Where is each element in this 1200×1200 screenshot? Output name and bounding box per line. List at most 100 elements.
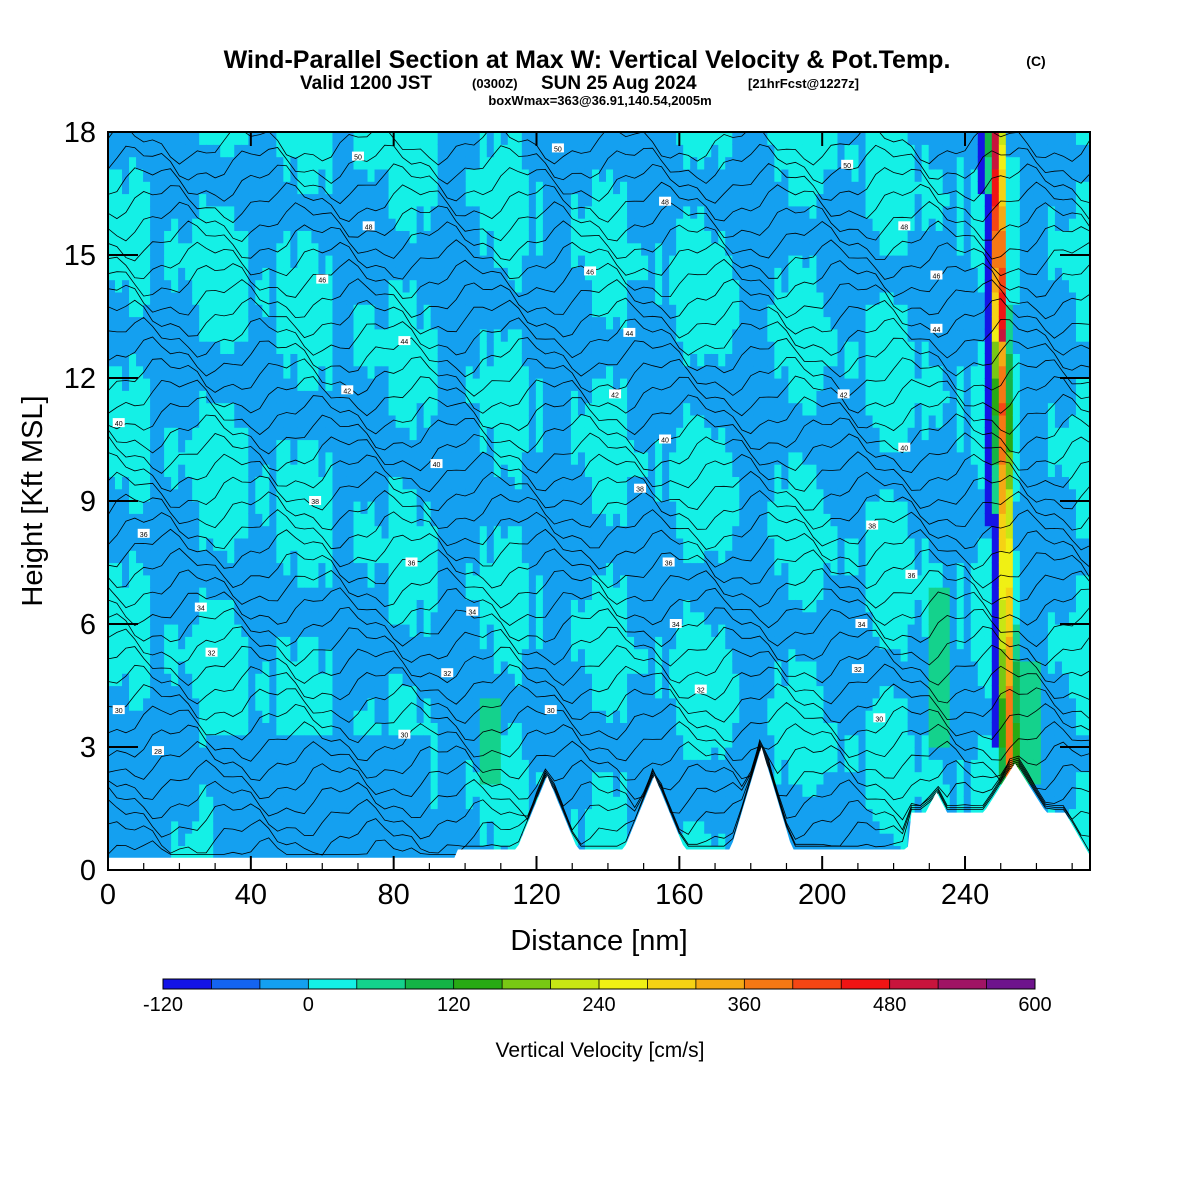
velocity-cell xyxy=(388,451,397,465)
velocity-cell xyxy=(150,611,158,625)
velocity-cell xyxy=(164,722,172,736)
velocity-cell xyxy=(248,783,256,797)
velocity-cell xyxy=(290,562,298,576)
velocity-cell xyxy=(549,316,558,330)
velocity-cell xyxy=(423,132,432,145)
velocity-cell xyxy=(367,537,376,551)
velocity-cell xyxy=(486,439,495,453)
velocity-cell xyxy=(570,353,579,367)
velocity-cell xyxy=(486,390,495,404)
velocity-cell xyxy=(206,291,214,305)
velocity-cell xyxy=(591,205,600,219)
velocity-cell xyxy=(283,734,291,748)
velocity-cell xyxy=(297,783,305,797)
velocity-cell xyxy=(507,697,516,711)
velocity-cell xyxy=(157,673,165,687)
velocity-cell xyxy=(227,304,235,318)
velocity-cell xyxy=(395,845,404,859)
velocity-cell xyxy=(549,759,558,773)
velocity-cell xyxy=(381,341,390,354)
velocity-cell xyxy=(220,255,228,268)
velocity-cell xyxy=(613,783,621,797)
velocity-cell xyxy=(325,230,334,244)
velocity-cell xyxy=(563,378,572,391)
velocity-cell xyxy=(570,796,579,810)
velocity-cell xyxy=(409,574,418,588)
velocity-cell xyxy=(122,427,130,441)
velocity-cell xyxy=(136,144,144,158)
velocity-cell xyxy=(577,279,586,293)
velocity-cell xyxy=(290,697,298,711)
velocity-cell xyxy=(500,353,509,367)
velocity-cell xyxy=(192,451,200,465)
velocity-cell xyxy=(676,501,684,514)
velocity-cell xyxy=(178,710,186,723)
velocity-cell xyxy=(451,402,460,416)
velocity-cell xyxy=(339,218,348,231)
velocity-cell xyxy=(150,660,158,674)
velocity-cell xyxy=(528,156,537,170)
velocity-cell xyxy=(395,648,404,662)
velocity-cell xyxy=(542,464,551,477)
velocity-cell xyxy=(150,796,158,810)
velocity-cell xyxy=(507,587,516,600)
velocity-cell xyxy=(332,230,341,244)
velocity-cell xyxy=(129,193,137,207)
velocity-cell xyxy=(304,414,313,428)
velocity-cell xyxy=(136,845,144,859)
velocity-cell xyxy=(374,218,383,231)
velocity-cell xyxy=(570,587,579,600)
velocity-cell xyxy=(521,759,530,773)
velocity-cell xyxy=(458,599,467,613)
velocity-cell xyxy=(241,390,249,404)
velocity-cell xyxy=(423,353,432,367)
velocity-cell xyxy=(409,587,418,600)
velocity-cell xyxy=(367,230,376,244)
velocity-cell xyxy=(150,685,158,699)
velocity-cell xyxy=(655,488,663,502)
velocity-cell xyxy=(556,697,565,711)
velocity-cell xyxy=(115,537,123,551)
velocity-cell xyxy=(416,845,425,859)
velocity-cell xyxy=(514,205,523,219)
velocity-cell xyxy=(220,537,228,551)
velocity-cell xyxy=(500,648,509,662)
velocity-cell xyxy=(220,636,228,650)
velocity-cell xyxy=(416,255,425,268)
velocity-cell xyxy=(339,255,348,268)
velocity-cell xyxy=(634,365,642,379)
velocity-cell xyxy=(290,402,298,416)
velocity-cell xyxy=(549,402,558,416)
velocity-cell xyxy=(115,156,123,170)
velocity-cell xyxy=(388,218,397,231)
velocity-cell xyxy=(486,304,495,318)
velocity-cell xyxy=(150,193,158,207)
velocity-cell xyxy=(122,783,130,797)
velocity-cell xyxy=(129,808,137,822)
velocity-cell xyxy=(620,488,628,502)
velocity-cell xyxy=(262,697,270,711)
velocity-cell xyxy=(577,365,586,379)
velocity-cell xyxy=(430,488,439,502)
velocity-cell xyxy=(570,537,579,551)
velocity-cell xyxy=(641,771,649,785)
velocity-cell xyxy=(276,734,284,748)
velocity-cell xyxy=(185,132,193,145)
velocity-cell xyxy=(486,427,495,441)
velocity-cell xyxy=(143,599,151,613)
velocity-cell xyxy=(325,808,334,822)
velocity-cell xyxy=(655,378,663,391)
velocity-cell xyxy=(577,734,586,748)
velocity-cell xyxy=(325,144,334,158)
velocity-cell xyxy=(402,464,411,477)
velocity-cell xyxy=(213,156,221,170)
velocity-cell xyxy=(606,205,614,219)
velocity-cell xyxy=(479,525,488,539)
velocity-cell xyxy=(178,734,186,748)
velocity-cell xyxy=(472,501,481,514)
velocity-cell xyxy=(157,562,165,576)
velocity-cell xyxy=(360,144,369,158)
velocity-cell xyxy=(472,710,481,723)
velocity-cell xyxy=(676,820,684,834)
velocity-cell xyxy=(479,574,488,588)
